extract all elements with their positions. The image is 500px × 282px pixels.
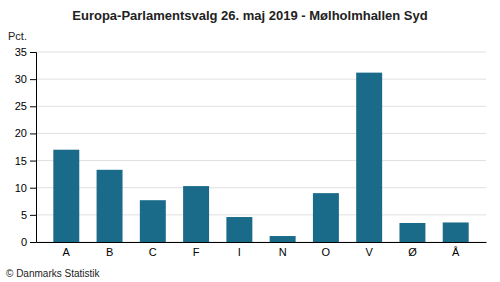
grid-line xyxy=(36,160,486,161)
x-tick: A xyxy=(63,246,71,258)
y-tick-label: 30 xyxy=(15,73,27,85)
bar xyxy=(399,223,425,242)
bar xyxy=(443,222,469,242)
plot: A B C F I N O V Ø Å 0 5 10 15 20 25 30 35 xyxy=(15,46,487,258)
y-axis-line xyxy=(30,53,37,243)
y-tick-mark xyxy=(30,106,36,107)
y-tick-label: 25 xyxy=(15,100,27,112)
x-tick: V xyxy=(366,246,374,258)
y-tick: 30 xyxy=(15,73,36,85)
y-tick-mark xyxy=(30,215,36,216)
y-tick: 35 xyxy=(15,46,36,58)
footer: © Danmarks Statistik xyxy=(6,268,101,279)
chart-container: Europa-Parlamentsvalg 26. maj 2019 - Møl… xyxy=(0,0,500,282)
y-tick-label: 20 xyxy=(15,127,27,139)
bar xyxy=(356,73,382,242)
y-tick-label: 35 xyxy=(15,46,27,58)
chart-svg: Europa-Parlamentsvalg 26. maj 2019 - Møl… xyxy=(0,0,500,282)
y-tick-mark xyxy=(30,188,36,189)
bar xyxy=(140,200,166,242)
x-tick-label: N xyxy=(279,246,287,258)
x-tick: C xyxy=(149,246,157,258)
x-tick: F xyxy=(193,246,200,258)
y-tick-mark xyxy=(30,79,36,80)
x-tick: B xyxy=(106,246,113,258)
y-tick-label: 10 xyxy=(15,182,27,194)
y-tick-mark xyxy=(30,133,36,134)
y-tick: 0 xyxy=(21,236,36,248)
x-tick-label: A xyxy=(63,246,71,258)
y-tick: 20 xyxy=(15,127,36,139)
y-axis: 0 5 10 15 20 25 30 35 xyxy=(15,46,37,248)
grid xyxy=(36,52,486,242)
bar xyxy=(183,186,209,242)
x-tick-label: I xyxy=(238,246,241,258)
x-tick-label: C xyxy=(149,246,157,258)
grid-line xyxy=(36,52,486,53)
grid-line xyxy=(36,133,486,134)
x-axis-line xyxy=(37,242,487,243)
x-tick: Å xyxy=(452,246,460,258)
bars xyxy=(53,73,468,242)
y-tick: 25 xyxy=(15,100,36,112)
y-tick-label: 15 xyxy=(15,155,27,167)
x-tick-label: Å xyxy=(452,246,460,258)
bar xyxy=(313,193,339,242)
x-tick: I xyxy=(238,246,241,258)
y-tick-label: 0 xyxy=(21,236,27,248)
bar xyxy=(270,236,296,242)
y-tick-label: 5 xyxy=(21,209,27,221)
y-axis-label: Pct. xyxy=(8,30,27,42)
x-tick: O xyxy=(322,246,331,258)
x-tick-label: F xyxy=(193,246,200,258)
y-tick: 15 xyxy=(15,155,36,167)
y-tick-mark xyxy=(30,242,36,243)
y-tick: 5 xyxy=(21,209,36,221)
y-tick: 10 xyxy=(15,182,36,194)
x-tick: Ø xyxy=(408,246,417,258)
y-tick-mark xyxy=(30,161,36,162)
grid-line xyxy=(36,106,486,107)
x-axis: ABCFINOVØÅ xyxy=(37,243,487,258)
x-tick: N xyxy=(279,246,287,258)
x-tick-label: O xyxy=(322,246,331,258)
y-tick-mark xyxy=(30,52,36,53)
bar xyxy=(226,217,252,242)
bar xyxy=(53,150,79,242)
title: Europa-Parlamentsvalg 26. maj 2019 - Møl… xyxy=(72,8,428,23)
x-tick-label: B xyxy=(106,246,113,258)
grid-line xyxy=(36,79,486,80)
x-tick-label: Ø xyxy=(408,246,417,258)
x-tick-label: V xyxy=(366,246,374,258)
bar xyxy=(97,170,123,242)
